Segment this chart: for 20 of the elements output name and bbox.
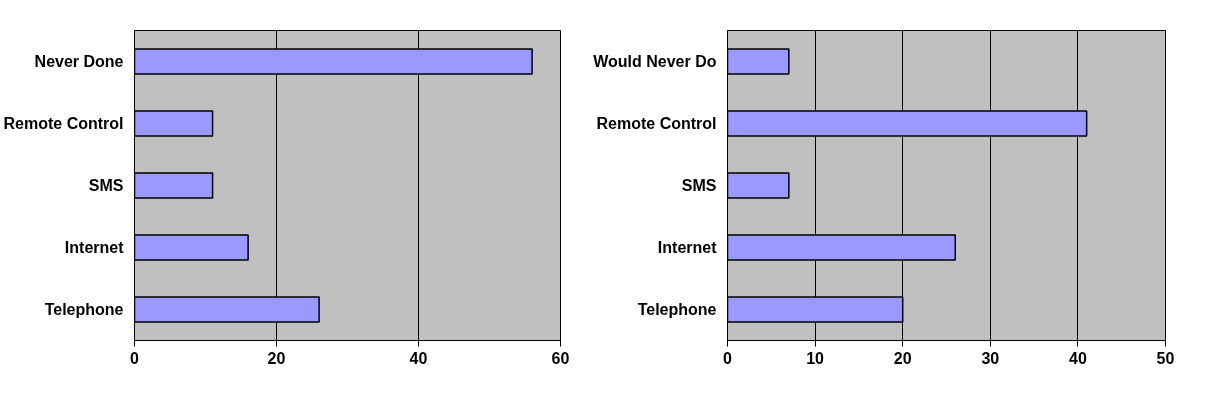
y-tick-label: Never Done: [34, 53, 124, 70]
y-tick-label: SMS: [88, 177, 124, 194]
x-tick-label: 30: [981, 349, 1000, 367]
x-tick-label: 10: [806, 349, 825, 367]
y-tick-label: Internet: [64, 239, 125, 256]
x-tick-label: 0: [130, 349, 140, 367]
y-tick-label: Internet: [657, 239, 718, 256]
x-tick-label: 40: [1069, 349, 1087, 367]
x-tick-label: 20: [893, 349, 912, 367]
x-tick-label: 40: [409, 349, 428, 367]
y-tick-label: Would Never Do: [593, 53, 717, 70]
y-tick-label: SMS: [681, 177, 717, 194]
y-tick-label: Telephone: [637, 301, 717, 318]
y-tick-label: Telephone: [44, 301, 124, 318]
x-tick-label: 0: [723, 349, 733, 367]
y-tick-label: Remote Control: [3, 115, 124, 132]
x-tick-label: 50: [1156, 349, 1175, 367]
x-tick-label: 60: [551, 349, 570, 367]
y-tick-label: Remote Control: [596, 115, 717, 132]
x-tick-label: 20: [267, 349, 286, 367]
